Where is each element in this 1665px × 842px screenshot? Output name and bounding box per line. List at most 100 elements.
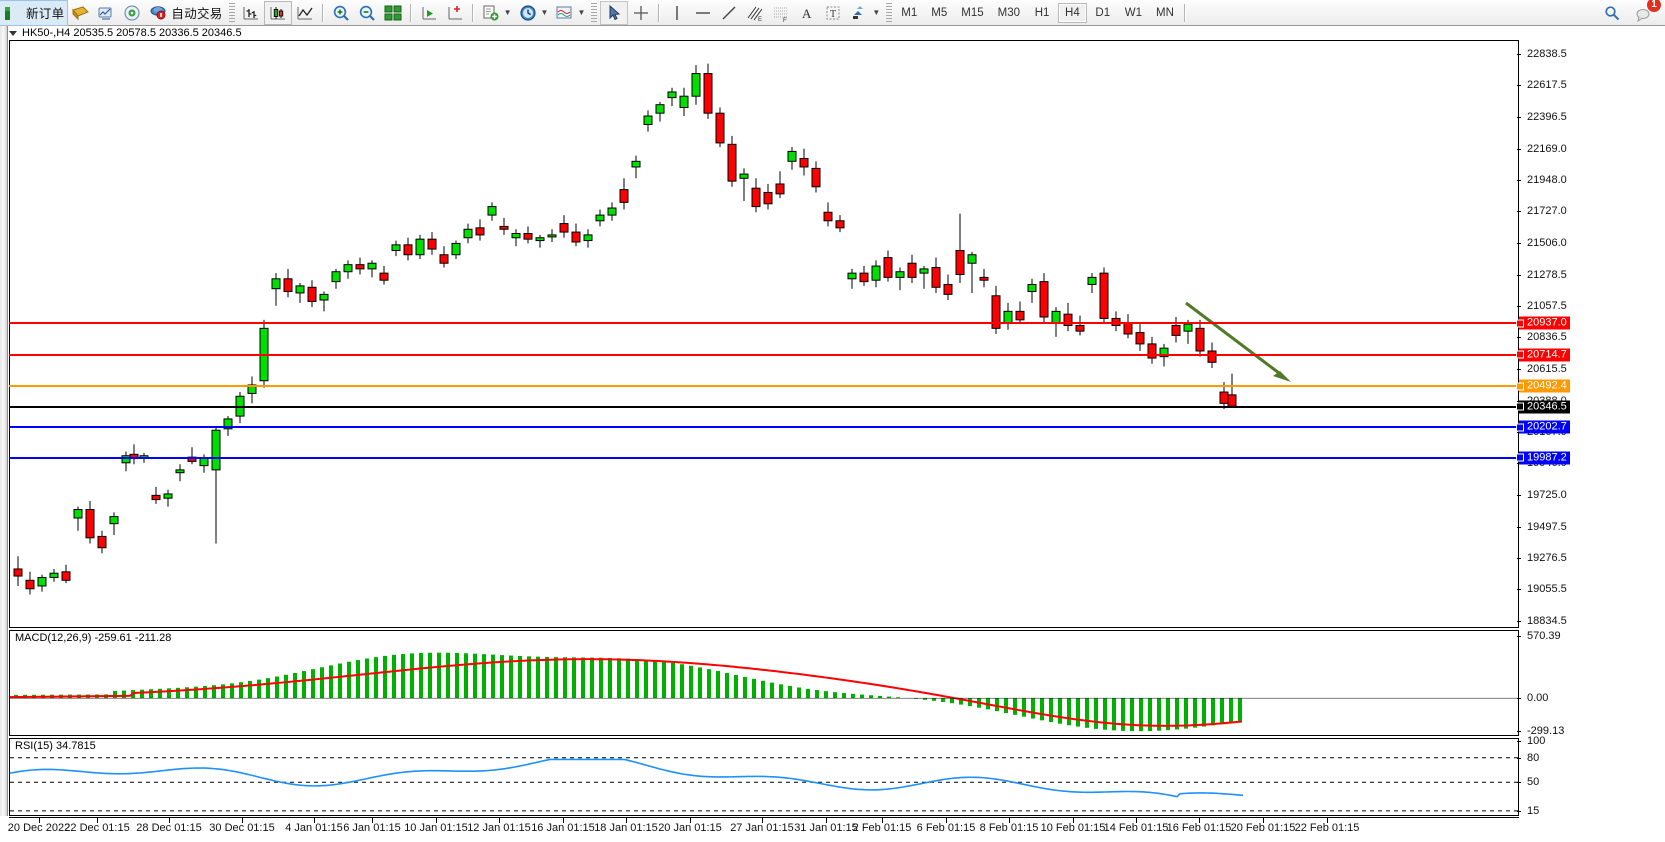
crosshair-button[interactable]	[628, 1, 654, 25]
auto-trading-button[interactable]: 自动交易	[145, 1, 225, 25]
rsi-pane[interactable]: RSI(15) 34.7815	[9, 738, 1519, 816]
timeframe-mn[interactable]: MN	[1156, 6, 1174, 19]
time-tick	[563, 818, 564, 823]
candle-body	[37, 576, 47, 587]
candle-body	[547, 234, 557, 238]
resistance-line-2[interactable]	[9, 353, 1521, 356]
support-line-2-tag[interactable]: 19987.2	[1519, 451, 1570, 465]
bar-chart-button[interactable]	[238, 1, 264, 25]
timeframe-m1[interactable]: M1	[901, 6, 918, 19]
shapes-button[interactable]: ▼	[846, 1, 883, 25]
time-tick	[1136, 818, 1137, 823]
time-label: 10 Jan 01:15	[404, 822, 468, 834]
timeframe-m5[interactable]: M5	[931, 6, 948, 19]
candle-body	[1015, 310, 1025, 321]
timeframe-w1[interactable]: W1	[1124, 6, 1142, 19]
candle-body	[895, 271, 905, 278]
chart-menu-caret-icon[interactable]	[9, 30, 17, 36]
support-line-1[interactable]	[9, 426, 1521, 429]
text-box-button[interactable]: T	[820, 1, 846, 25]
timeframe-h4[interactable]: H4	[1058, 2, 1087, 23]
zoom-in-button[interactable]	[328, 1, 354, 25]
text-label-button[interactable]: A	[794, 1, 820, 25]
time-tick	[826, 818, 827, 823]
time-tick	[882, 818, 883, 823]
timeframe-list: M1 M5 M15 M30 H1 H4 D1 W1 MN	[895, 2, 1180, 23]
chart-shift-button[interactable]	[416, 1, 442, 25]
timeframe-d1[interactable]: D1	[1095, 6, 1111, 19]
resistance-line-1-tag[interactable]: 20937.0	[1519, 316, 1570, 330]
candle-body	[49, 572, 59, 578]
horizontal-line-button[interactable]	[690, 1, 716, 25]
cursor-button[interactable]	[600, 0, 629, 25]
vertical-line-button[interactable]	[664, 1, 690, 25]
price-pane[interactable]	[9, 40, 1519, 628]
market-watch-button[interactable]	[93, 1, 119, 25]
trend-line-button[interactable]	[716, 1, 742, 25]
candle-body	[223, 418, 233, 430]
search-icon	[1605, 5, 1620, 20]
candle-body	[763, 191, 773, 205]
candlestick-chart-button[interactable]	[263, 0, 292, 25]
candle-body	[439, 254, 449, 264]
pivot-line[interactable]	[9, 385, 1521, 388]
candle-body	[847, 272, 857, 280]
timeframe-h1[interactable]: H1	[1034, 6, 1050, 19]
toolbar-grip-3[interactable]	[886, 2, 893, 23]
time-label: 6 Jan 01:15	[343, 822, 401, 834]
new-order-button[interactable]: 新订单	[0, 0, 69, 26]
toolbar-grip-1[interactable]	[228, 2, 235, 23]
auto-scroll-button[interactable]	[442, 1, 468, 25]
chart-scrollbar[interactable]	[0, 26, 8, 816]
toolbar-grip-2[interactable]	[591, 2, 598, 23]
time-label: 18 Jan 01:15	[594, 822, 658, 834]
new-order-label: 新订单	[26, 7, 65, 21]
timeframe-m15[interactable]: M15	[961, 6, 984, 19]
zoom-out-button[interactable]	[354, 1, 380, 25]
resistance-line-1[interactable]	[9, 322, 1521, 325]
time-tick	[946, 818, 947, 823]
line-chart-button[interactable]	[292, 1, 318, 25]
macd-pane[interactable]: MACD(12,26,9) -259.61 -211.28	[9, 630, 1519, 736]
price-axis[interactable]: 22838.5 22617.5 22396.5 22169.0 21948.0 21727…	[1517, 40, 1665, 628]
price-tick: 21057.5	[1517, 300, 1567, 312]
alerts-button[interactable]: 1	[1631, 0, 1661, 25]
price-tick: 21278.5	[1517, 269, 1567, 281]
candle-body	[583, 234, 593, 242]
time-tick	[1263, 818, 1264, 823]
time-tick	[314, 818, 315, 823]
timeframe-m30[interactable]: M30	[997, 6, 1021, 19]
navigator-button[interactable]	[119, 1, 145, 25]
tile-windows-button[interactable]	[380, 1, 406, 25]
candle-body	[1087, 276, 1097, 285]
period-icon	[519, 4, 536, 21]
time-tick	[436, 818, 437, 823]
price-tick: 18834.5	[1517, 615, 1567, 627]
pivot-line-tag[interactable]: 20492.4	[1519, 379, 1570, 393]
price-tick: 20836.5	[1517, 331, 1567, 343]
trend-line-icon	[722, 6, 736, 19]
candle-body	[319, 293, 329, 301]
candle-body	[331, 271, 341, 283]
current-price-line-tag[interactable]: 20346.5	[1519, 400, 1570, 414]
candle-body	[955, 249, 965, 276]
downtrend-arrow-shaft	[1185, 301, 1280, 375]
support-line-1-tag[interactable]: 20202.7	[1519, 420, 1570, 434]
current-price-line[interactable]	[9, 405, 1521, 408]
resistance-line-2-tag[interactable]: 20714.7	[1519, 348, 1570, 362]
templates-button[interactable]: ▼	[551, 1, 588, 25]
period-button[interactable]: ▼	[515, 1, 552, 25]
candle-body	[631, 160, 641, 168]
navigator-icon	[124, 5, 140, 20]
equidistant-channel-button[interactable]: E	[742, 1, 768, 25]
fibonacci-button[interactable]: F	[768, 1, 794, 25]
candle-body	[1003, 310, 1013, 324]
price-tick: 19725.0	[1517, 489, 1567, 501]
price-tick: 19055.5	[1517, 583, 1567, 595]
support-line-2[interactable]	[9, 456, 1521, 459]
search-button[interactable]	[1599, 1, 1625, 25]
time-label: 22 Feb 01:15	[1294, 822, 1360, 834]
profiles-button[interactable]	[67, 1, 93, 25]
indicators-button[interactable]: ▼	[478, 1, 515, 25]
time-axis[interactable]: 20 Dec 2022 22 Dec 01:15 28 Dec 01:15 30 De…	[8, 817, 1519, 842]
